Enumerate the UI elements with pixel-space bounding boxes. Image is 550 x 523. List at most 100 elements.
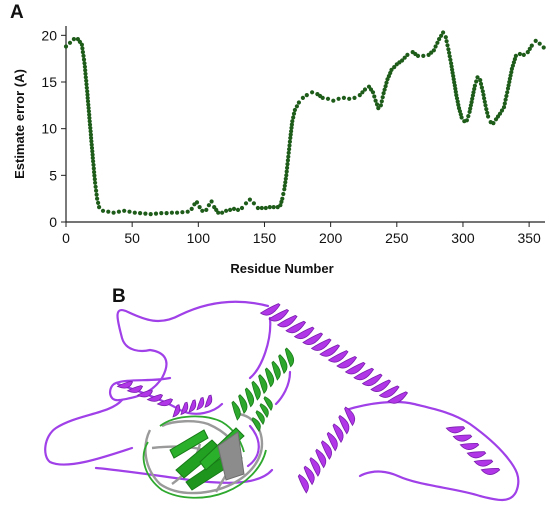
purple-helix — [480, 467, 501, 475]
data-point — [96, 200, 101, 205]
data-point — [287, 147, 292, 152]
purple-helix — [319, 344, 341, 357]
data-point — [85, 99, 91, 104]
data-point — [415, 53, 421, 59]
data-point — [455, 99, 460, 104]
purple-helix — [196, 397, 205, 411]
purple-helix — [459, 442, 480, 450]
data-point — [287, 143, 292, 148]
data-point — [482, 99, 487, 104]
data-point — [433, 44, 438, 49]
green-helix — [238, 394, 248, 415]
data-point — [383, 84, 388, 89]
data-point — [452, 83, 457, 88]
data-point — [206, 203, 211, 208]
data-point — [453, 86, 458, 91]
data-point — [447, 54, 452, 59]
data-point — [504, 93, 509, 99]
data-point — [466, 114, 471, 119]
purple-helix — [445, 426, 466, 434]
data-point — [91, 166, 96, 171]
data-point — [80, 50, 85, 55]
data-point — [194, 200, 200, 205]
data-point — [289, 129, 294, 134]
panel-b-label: B — [112, 286, 126, 307]
data-point — [84, 78, 89, 83]
data-point — [235, 207, 241, 212]
data-point — [97, 205, 102, 210]
data-point — [331, 98, 336, 103]
data-point — [501, 105, 507, 110]
data-point — [285, 162, 290, 167]
data-point — [283, 176, 288, 181]
data-point — [95, 196, 100, 201]
purple-helix — [361, 373, 383, 387]
purple-helix — [259, 303, 281, 316]
data-point — [288, 135, 293, 141]
data-point — [376, 106, 381, 111]
data-point — [86, 102, 91, 107]
data-point — [92, 170, 97, 175]
data-point — [370, 90, 376, 95]
data-point — [392, 65, 397, 70]
data-point — [497, 111, 503, 116]
data-point — [290, 119, 295, 124]
purple-helix — [338, 414, 350, 435]
data-point — [263, 205, 268, 211]
data-point — [450, 67, 455, 72]
data-point — [92, 177, 97, 182]
data-point — [421, 53, 426, 59]
x-tick-label: 100 — [187, 230, 211, 246]
green-helix — [255, 410, 265, 426]
y-tick-label: 5 — [49, 167, 57, 183]
data-point — [380, 95, 385, 100]
data-point — [288, 132, 293, 137]
data-point — [481, 92, 486, 97]
data-point — [280, 196, 285, 201]
data-point — [507, 79, 512, 85]
purple-helix — [320, 440, 332, 460]
data-point — [357, 93, 362, 98]
data-point — [228, 207, 233, 212]
data-point — [283, 180, 288, 185]
data-point — [122, 208, 127, 213]
data-point — [285, 165, 290, 170]
data-point — [132, 210, 137, 215]
data-point — [483, 103, 488, 108]
data-point — [220, 210, 225, 215]
data-point — [143, 211, 148, 216]
data-point — [239, 205, 245, 211]
data-point — [448, 57, 453, 62]
data-point — [537, 41, 542, 46]
data-point — [267, 205, 272, 210]
data-point — [470, 93, 475, 98]
data-point — [451, 73, 456, 79]
data-point — [281, 191, 286, 197]
purple-helix — [336, 356, 358, 369]
data-point — [287, 139, 292, 144]
data-point — [506, 83, 511, 88]
data-point — [475, 75, 480, 80]
data-point — [468, 106, 473, 111]
data-point — [84, 85, 89, 90]
data-point — [444, 39, 449, 44]
data-point — [510, 63, 515, 68]
purple-helix — [293, 326, 315, 340]
data-point — [446, 47, 451, 52]
green-helix — [258, 374, 268, 395]
purple-helix — [466, 451, 487, 459]
data-point — [347, 96, 352, 101]
data-point — [300, 95, 305, 100]
green-helix — [264, 367, 275, 388]
data-point — [89, 145, 95, 151]
data-point — [405, 52, 410, 58]
data-point — [325, 96, 331, 101]
data-point — [88, 125, 93, 131]
data-point — [259, 205, 264, 211]
data-point — [85, 92, 90, 97]
purple-helix — [387, 391, 409, 404]
x-tick-label: 300 — [451, 230, 475, 246]
data-point — [508, 73, 513, 78]
data-point — [153, 211, 159, 216]
